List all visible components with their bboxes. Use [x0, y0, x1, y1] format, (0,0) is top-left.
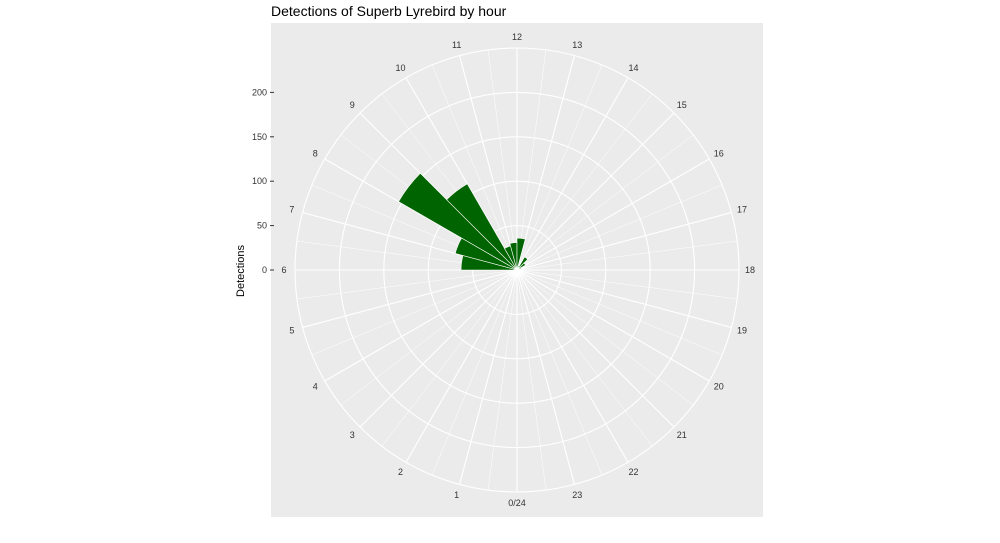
- grid-circle: [427, 180, 607, 360]
- hour-label: 12: [512, 32, 522, 42]
- grid-radial-minor: [516, 64, 603, 271]
- grid-radial-minor: [340, 269, 518, 406]
- hour-label: 1: [454, 490, 459, 500]
- hour-label: 8: [313, 149, 318, 159]
- grid-radial-minor: [487, 49, 518, 271]
- hour-label: 18: [745, 265, 755, 275]
- grid-radial-major: [516, 269, 732, 328]
- grid-radial-minor: [311, 269, 518, 356]
- grid-radial-minor: [516, 49, 547, 271]
- bar-hour-8: [398, 172, 518, 271]
- grid-radial-minor: [381, 269, 518, 447]
- grid-radial-major: [302, 269, 518, 328]
- hour-label: 19: [737, 325, 747, 335]
- grid-radial-major: [516, 269, 710, 382]
- hour-label: 10: [395, 63, 405, 73]
- bar-hour-16: [516, 267, 522, 271]
- grid-circle: [383, 136, 651, 404]
- hour-label: 22: [628, 467, 638, 477]
- grid-radial-major: [405, 269, 518, 463]
- grid-radial-major: [516, 269, 675, 428]
- y-tick-label: 150: [252, 132, 267, 142]
- hour-label: 17: [737, 205, 747, 215]
- hour-label: 0/24: [508, 498, 526, 508]
- hour-label: 16: [714, 149, 724, 159]
- grid-radial-major: [324, 269, 518, 382]
- grid-radial-major: [516, 212, 732, 271]
- hour-label: 6: [281, 265, 286, 275]
- grid-radial-minor: [516, 184, 723, 271]
- hour-label: 11: [452, 40, 461, 50]
- hour-label: 7: [289, 205, 294, 215]
- hour-label: 20: [714, 382, 724, 392]
- grid-radial-minor: [516, 93, 653, 271]
- grid-radial-major: [516, 55, 575, 271]
- y-tick-label: 0: [262, 265, 267, 275]
- hour-label: 5: [289, 325, 294, 335]
- grid-radial-minor: [516, 240, 738, 271]
- grid-radial-minor: [296, 269, 518, 300]
- grid-radial-minor: [516, 269, 723, 356]
- grid-radial-minor: [431, 269, 518, 476]
- grid-radial-major: [459, 269, 518, 485]
- grid-radial-minor: [516, 269, 694, 406]
- grid-circle-outer: [294, 47, 740, 493]
- hour-label: 2: [398, 467, 403, 477]
- hour-label: 13: [572, 40, 582, 50]
- y-tick-label: 100: [252, 176, 267, 186]
- grid-radial-minor: [487, 269, 518, 491]
- grid-radial-major: [516, 269, 575, 485]
- grid-radial-minor: [516, 134, 694, 271]
- grid-radial-minor: [516, 269, 547, 491]
- hour-label: 21: [677, 430, 687, 440]
- y-tick-label: 200: [252, 87, 267, 97]
- hour-label: 14: [628, 63, 638, 73]
- chart-title: Detections of Superb Lyrebird by hour: [271, 3, 507, 19]
- hour-label: 4: [313, 382, 318, 392]
- hour-label: 9: [350, 100, 355, 110]
- hour-label: 15: [677, 100, 687, 110]
- bar-hour-14: [516, 256, 529, 271]
- grid-radial-major: [516, 112, 675, 271]
- hour-label: 3: [350, 430, 355, 440]
- grid-radial-minor: [516, 269, 738, 300]
- grid-radial-major: [516, 269, 629, 463]
- grid-radial-minor: [431, 64, 518, 271]
- grid-radial-major: [516, 77, 629, 271]
- grid-circle: [338, 91, 696, 449]
- y-tick-label: 50: [257, 221, 267, 231]
- grid-radial-minor: [516, 269, 603, 476]
- grid-radial-minor: [516, 269, 653, 447]
- grid-radial-major: [516, 158, 710, 271]
- hour-label: 23: [572, 490, 582, 500]
- grid-radial-major: [359, 269, 518, 428]
- grid-radial-major: [459, 55, 518, 271]
- bar-hour-15: [516, 262, 526, 271]
- bar-hour-9: [446, 183, 518, 271]
- bar-hour-12: [516, 237, 526, 271]
